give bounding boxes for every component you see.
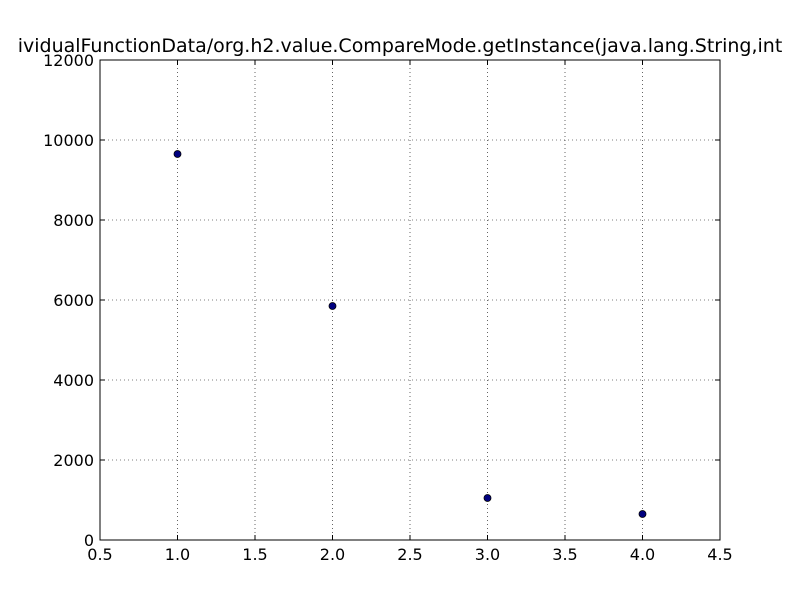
data-points <box>173 150 647 518</box>
x-tick-label: 4.0 <box>630 545 655 564</box>
y-tick-label: 0 <box>84 531 94 550</box>
tick-labels: 0.5 1.0 1.5 2.0 2.5 3.0 3.5 4.0 4.5 0 2000 4000 6000… <box>43 51 733 564</box>
scatter-point <box>638 510 647 518</box>
scatter-point <box>483 494 492 502</box>
y-tick-label: 6000 <box>53 291 94 310</box>
x-tick-label: 0.5 <box>87 545 112 564</box>
scatter-point <box>173 150 182 158</box>
x-tick-label: 2.0 <box>320 545 345 564</box>
x-tick-label: 2.5 <box>397 545 422 564</box>
y-tick-label: 10000 <box>43 131 94 150</box>
x-tick-label: 1.0 <box>165 545 190 564</box>
x-tick-label: 1.5 <box>242 545 267 564</box>
y-tick-label: 8000 <box>53 211 94 230</box>
chart-title: ividualFunctionData/org.h2.value.Compare… <box>18 35 783 57</box>
x-tick-label: 3.5 <box>552 545 577 564</box>
x-tick-label: 3.0 <box>475 545 500 564</box>
y-tick-label: 4000 <box>53 371 94 390</box>
axis-ticks <box>99 59 721 541</box>
y-tick-label: 2000 <box>53 451 94 470</box>
x-tick-label: 4.5 <box>707 545 732 564</box>
scatter-point <box>328 302 337 310</box>
grid-lines <box>100 60 720 540</box>
y-tick-label: 12000 <box>43 51 94 70</box>
